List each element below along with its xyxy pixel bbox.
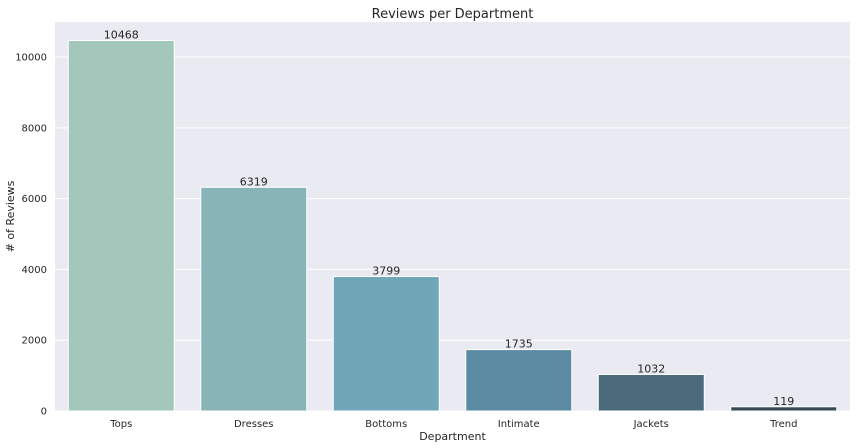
bar-tops (68, 40, 174, 411)
data-label-intimate: 1735 (505, 338, 533, 351)
y-tick-label: 8000 (22, 123, 47, 134)
data-label-bottoms: 3799 (372, 265, 400, 278)
x-tick-label-dresses: Dresses (234, 419, 274, 430)
y-tick-label: 4000 (22, 265, 47, 276)
data-label-jackets: 1032 (637, 362, 665, 375)
y-tick-labels: 0 2000 4000 6000 8000 10000 (15, 53, 47, 418)
data-label-trend: 119 (773, 395, 794, 408)
y-tick-label: 2000 (22, 336, 47, 347)
bar-jackets (598, 374, 704, 411)
x-tick-label-bottoms: Bottoms (365, 419, 407, 430)
x-tick-label-trend: Trend (769, 419, 797, 430)
data-label-dresses: 6319 (240, 175, 268, 188)
y-axis-title: # of Reviews (4, 180, 17, 252)
data-label-tops: 10468 (104, 28, 139, 41)
y-tick-label: 0 (41, 407, 47, 418)
x-tick-labels: Tops Dresses Bottoms Intimate Jackets Trend (109, 419, 797, 430)
bar-bottoms (333, 277, 439, 411)
y-tick-label: 6000 (22, 194, 47, 205)
x-tick-label-tops: Tops (109, 419, 132, 430)
x-tick-label-intimate: Intimate (498, 419, 540, 430)
x-tick-label-jackets: Jackets (633, 419, 669, 430)
bar-dresses (201, 187, 307, 411)
bar-intimate (466, 350, 572, 411)
x-axis-title: Department (419, 430, 486, 443)
chart-title: Reviews per Department (372, 7, 534, 22)
y-tick-label: 10000 (15, 53, 47, 64)
